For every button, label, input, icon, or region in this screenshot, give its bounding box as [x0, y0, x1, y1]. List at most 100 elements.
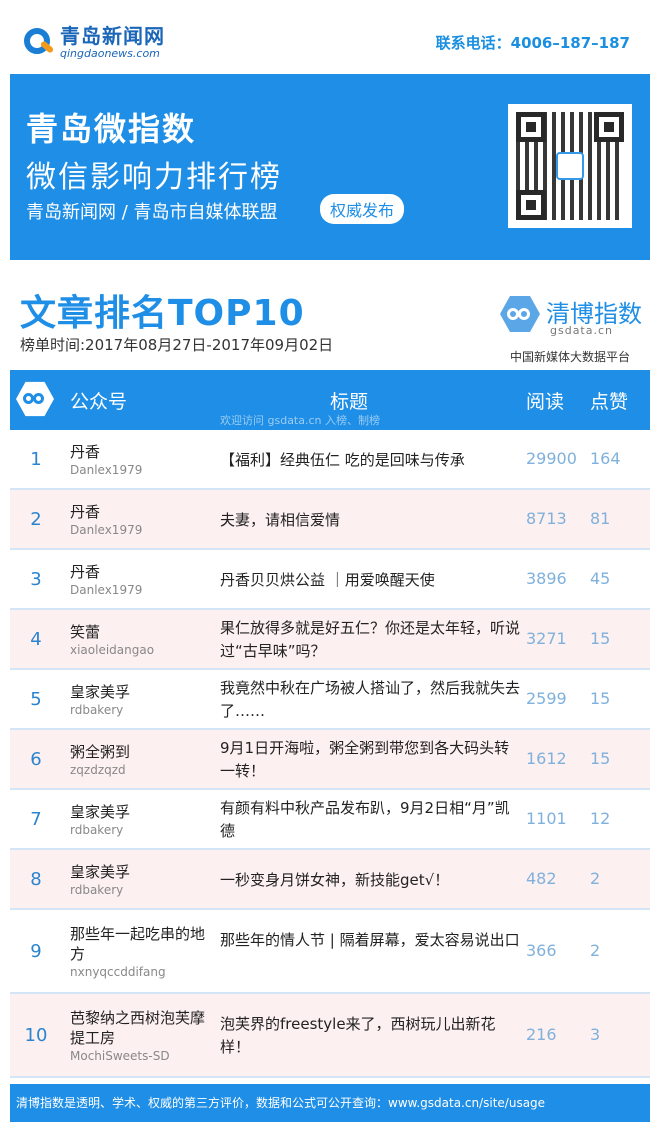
- like-count: 15: [590, 629, 611, 648]
- like-count: 2: [590, 869, 601, 888]
- header-reads: 阅读: [526, 391, 565, 413]
- logo-name: 青岛新闻网: [60, 23, 165, 48]
- article-title[interactable]: 果仁放得多就是好五仁？你还是太年轻，听说过“古早味”吗？: [220, 619, 521, 660]
- authority-badge: 权威发布: [320, 194, 405, 224]
- banner-organizers: 青岛新闻网 / 青岛市自媒体联盟: [26, 202, 278, 223]
- article-title[interactable]: 泡芙界的freestyle来了，西树玩儿出新花样！: [220, 1015, 496, 1056]
- qr-code-icon: [508, 104, 632, 228]
- banner: 青岛微指数 微信影响力排行榜 青岛新闻网 / 青岛市自媒体联盟 权威发布: [10, 74, 650, 260]
- account-id: Danlex1979: [70, 463, 143, 477]
- account-id: xiaoleidangao: [70, 643, 155, 657]
- rank-number: 7: [30, 809, 42, 830]
- account-id: Danlex1979: [70, 583, 143, 597]
- rank-number: 2: [30, 509, 42, 530]
- read-count: 29900: [526, 449, 577, 468]
- article-title[interactable]: 那些年的情人节 | 隔着屏幕，爱太容易说出口: [220, 931, 520, 949]
- gsdata-logo-icon: [500, 296, 540, 332]
- brand-name: 清博指数: [546, 300, 642, 328]
- article-title[interactable]: 有颜有料中秋产品发布趴，9月2日相“月”凯德: [220, 799, 510, 840]
- account-name[interactable]: 粥全粥到: [70, 743, 131, 761]
- read-count: 366: [526, 941, 557, 960]
- banner-title: 青岛微指数: [26, 110, 197, 148]
- account-id: MochiSweets-SD: [70, 1049, 170, 1063]
- account-name[interactable]: 笑蕾: [70, 623, 101, 641]
- account-cell: 笑蕾 xiaoleidangao: [70, 622, 210, 658]
- read-count: 216: [526, 1025, 557, 1044]
- read-count: 482: [526, 869, 557, 888]
- rank-number: 5: [30, 689, 42, 710]
- read-count: 3271: [526, 629, 567, 648]
- account-id: nxnyqccddifang: [70, 965, 166, 979]
- rank-number: 4: [30, 629, 42, 650]
- header-account: 公众号: [70, 391, 128, 413]
- table-row[interactable]: 1 丹香 Danlex1979 【福利】经典伍仁 吃的是回味与传承 29900 164: [10, 430, 650, 490]
- account-name[interactable]: 皇家美孚: [70, 863, 131, 881]
- like-count: 164: [590, 449, 621, 468]
- banner-subtitle: 微信影响力排行榜: [26, 160, 282, 195]
- table-header: 公众号 标题 阅读 点赞 欢迎访问 gsdata.cn 入榜、制榜: [10, 370, 650, 430]
- table-row[interactable]: 7 皇家美孚 rdbakery 有颜有料中秋产品发布趴，9月2日相“月”凯德 1101 1…: [10, 790, 650, 850]
- account-id: rdbakery: [70, 823, 124, 837]
- page-title: 文章排名TOP10: [20, 293, 305, 334]
- table-row[interactable]: 10 芭黎纳之西树泡芙摩提工房 MochiSweets-SD 泡芙界的freestyl…: [10, 994, 650, 1078]
- article-title[interactable]: 9月1日开海啦，粥全粥到带您到各大码头转一转！: [220, 739, 510, 780]
- site-logo[interactable]: 青岛新闻网 qingdaonews.com: [24, 22, 165, 62]
- top-bar: 青岛新闻网 qingdaonews.com 联系电话：4006–187–187: [0, 0, 660, 74]
- account-cell: 皇家美孚 rdbakery: [70, 802, 210, 838]
- account-cell: 粥全粥到 zqzdzqzd: [70, 742, 210, 778]
- table-row[interactable]: 5 皇家美孚 rdbakery 我竟然中秋在广场被人搭讪了，然后我就失去了…… 2599…: [10, 670, 650, 730]
- header-likes: 点赞: [590, 391, 629, 413]
- account-name[interactable]: 丹香: [70, 503, 101, 521]
- account-id: rdbakery: [70, 703, 124, 717]
- account-id: Danlex1979: [70, 523, 143, 537]
- like-count: 2: [590, 941, 601, 960]
- table-row[interactable]: 2 丹香 Danlex1979 夫妻，请相信爱情 8713 81: [10, 490, 650, 550]
- account-cell: 皇家美孚 rdbakery: [70, 682, 210, 718]
- ranking-table: 公众号 标题 阅读 点赞 欢迎访问 gsdata.cn 入榜、制榜 1 丹香 Dan…: [10, 370, 650, 1078]
- account-cell: 丹香 Danlex1979: [70, 562, 210, 598]
- account-name[interactable]: 那些年一起吃串的地方: [70, 925, 206, 963]
- article-title[interactable]: 【福利】经典伍仁 吃的是回味与传承: [220, 450, 465, 469]
- like-count: 45: [590, 569, 611, 588]
- rank-number: 6: [30, 749, 42, 770]
- article-title[interactable]: 丹香贝贝烘公益 ｜用爱唤醒天使: [220, 570, 435, 589]
- table-row[interactable]: 9 那些年一起吃串的地方 nxnyqccddifang 那些年的情人节 | 隔着屏幕，…: [10, 910, 650, 994]
- logo-q-icon: [24, 26, 56, 58]
- read-count: 1612: [526, 749, 567, 768]
- read-count: 3896: [526, 569, 567, 588]
- account-id: rdbakery: [70, 883, 124, 897]
- account-name[interactable]: 皇家美孚: [70, 683, 131, 701]
- like-count: 3: [590, 1025, 601, 1044]
- like-count: 81: [590, 509, 611, 528]
- section-header: 文章排名TOP10 榜单时间:2017年08月27日-2017年09月02日 清…: [0, 260, 660, 370]
- rank-number: 9: [30, 941, 42, 962]
- account-name[interactable]: 芭黎纳之西树泡芙摩提工房: [70, 1009, 206, 1047]
- rank-number: 10: [24, 1025, 48, 1046]
- table-row[interactable]: 8 皇家美孚 rdbakery 一秒变身月饼女神，新技能get√！ 482 2: [10, 850, 650, 910]
- ranking-period: 榜单时间:2017年08月27日-2017年09月02日: [20, 336, 334, 354]
- logo-domain: qingdaonews.com: [60, 46, 160, 60]
- account-cell: 丹香 Danlex1979: [70, 442, 210, 478]
- article-title[interactable]: 我竟然中秋在广场被人搭讪了，然后我就失去了……: [220, 679, 521, 720]
- table-row[interactable]: 3 丹香 Danlex1979 丹香贝贝烘公益 ｜用爱唤醒天使 3896 45: [10, 550, 650, 610]
- contact-phone: 联系电话：4006–187–187: [435, 34, 630, 52]
- account-cell: 芭黎纳之西树泡芙摩提工房 MochiSweets-SD: [70, 1008, 210, 1064]
- rank-number: 1: [30, 449, 42, 470]
- article-title[interactable]: 夫妻，请相信爱情: [220, 510, 341, 529]
- gsdata-brand: 清博指数 gsdata.cn 中国新媒体大数据平台: [500, 294, 650, 364]
- header-title: 标题: [330, 391, 369, 413]
- like-count: 15: [590, 689, 611, 708]
- watermark: 欢迎访问 gsdata.cn 入榜、制榜: [220, 414, 380, 427]
- account-cell: 皇家美孚 rdbakery: [70, 862, 210, 898]
- read-count: 8713: [526, 509, 567, 528]
- account-name[interactable]: 丹香: [70, 443, 101, 461]
- account-name[interactable]: 皇家美孚: [70, 803, 131, 821]
- article-title[interactable]: 一秒变身月饼女神，新技能get√！: [220, 870, 450, 889]
- account-cell: 丹香 Danlex1979: [70, 502, 210, 538]
- account-name[interactable]: 丹香: [70, 563, 101, 581]
- account-cell: 那些年一起吃串的地方 nxnyqccddifang: [70, 924, 210, 980]
- table-row[interactable]: 4 笑蕾 xiaoleidangao 果仁放得多就是好五仁？你还是太年轻，听说过“古早…: [10, 610, 650, 670]
- gsdata-logo-icon: [16, 381, 54, 417]
- brand-domain: gsdata.cn: [550, 324, 614, 337]
- table-row[interactable]: 6 粥全粥到 zqzdzqzd 9月1日开海啦，粥全粥到带您到各大码头转一转！ 1612…: [10, 730, 650, 790]
